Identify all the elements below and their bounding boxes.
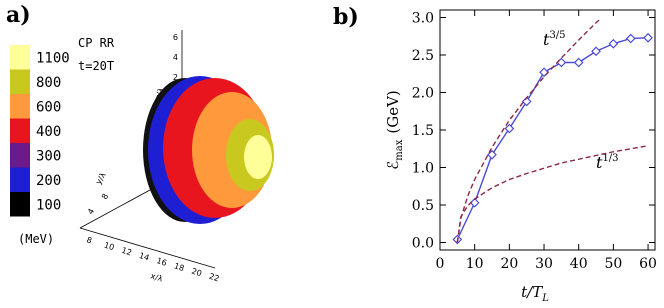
colorbar-label: 400: [36, 124, 61, 140]
x-tick-label: 20: [190, 267, 202, 279]
panel-a: a) CP RR t=20T (MeV) 1100 800 600 400 300 200…: [6, 2, 274, 284]
y-tick-label: 4: [86, 207, 96, 216]
annotation-main: t: [596, 153, 603, 172]
particle-cloud: [143, 76, 274, 224]
x-tick-label: 14: [138, 251, 150, 263]
data-point: [608, 38, 619, 49]
colorbar-swatch: [10, 94, 30, 119]
x-tick-label: 60: [639, 256, 657, 272]
colorbar-label: 300: [36, 148, 61, 164]
colorbar-unit: (MeV): [18, 232, 54, 246]
time-label: t=20T: [78, 59, 114, 73]
colorbar-swatch: [10, 45, 30, 70]
y-label-unit: (GeV): [384, 90, 402, 133]
x-tick-label: 16: [155, 256, 167, 268]
y-tick-label: 2.0: [412, 86, 434, 102]
data-point: [487, 149, 497, 160]
x-tick-label: 40: [570, 256, 588, 272]
y-tick-label: 3.0: [412, 11, 434, 27]
x-tick-label: 10: [466, 256, 484, 272]
annotation: t3/5: [543, 30, 566, 49]
x-tick-label: 22: [208, 272, 220, 284]
y-tick-label: 1.0: [412, 161, 434, 177]
x-axis-label: x/λ: [149, 271, 164, 283]
annotation: t1/3: [596, 153, 619, 172]
data-point: [573, 57, 584, 68]
colorbar-label: 200: [36, 173, 61, 189]
x-axis-3d: 8 10 12 14 16 18 20 22: [85, 235, 220, 283]
x-tick-label: 50: [604, 256, 622, 272]
legend-title: CP RR: [78, 36, 115, 50]
annotation-main: t: [543, 30, 550, 49]
annotation-sup: 3/5: [549, 30, 565, 41]
y-tick-label: 1.5: [412, 123, 434, 139]
y-tick-label: 0.0: [412, 236, 434, 252]
z-tick-label: 6: [173, 33, 178, 42]
colorbar-label: 100: [36, 197, 61, 213]
data-point: [556, 57, 567, 68]
colorbar-label: 1100: [36, 50, 70, 66]
x-tick-label: 10: [103, 241, 115, 253]
data-point: [625, 33, 636, 44]
panel-label: b): [333, 4, 359, 30]
trend-line: [456, 145, 649, 243]
x-label-sub: L: [541, 293, 549, 304]
x-tick-label: 8: [85, 235, 93, 245]
y-tick-label: 8: [100, 192, 110, 201]
annotation-sup: 1/3: [602, 153, 618, 164]
y-tick-label: 0.5: [412, 198, 434, 214]
panel-b: b) t/TL ℰmax(GeV) t3/5 t1/3 0 10 20 30 40 50 6…: [333, 4, 657, 304]
x-axis-label: t/TL: [521, 283, 549, 304]
y-tick-label: 2.5: [412, 48, 434, 64]
colorbar-swatch: [10, 167, 30, 192]
colorbar-label: 800: [36, 75, 61, 91]
data-point: [469, 197, 480, 208]
x-tick-label: 30: [535, 256, 553, 272]
y-label-main: ℰ: [384, 161, 402, 170]
y-axis-label: y/λ: [94, 171, 108, 186]
y-label-sub: max: [394, 139, 405, 160]
colorbar-swatch: [10, 69, 30, 94]
y-axis-label: ℰmax (GeV): [384, 90, 405, 170]
trend-line: [456, 19, 600, 243]
x-label-main: t/T: [521, 283, 543, 301]
colorbar-swatch: [10, 118, 30, 143]
data-point: [504, 123, 515, 134]
x-tick-label: 18: [173, 261, 185, 273]
panel-label: a): [6, 2, 31, 28]
z-tick-label: 4: [173, 53, 178, 62]
colorbar-label: 600: [36, 99, 61, 115]
x-tick-label: 20: [500, 256, 518, 272]
z-tick-label: 2: [173, 73, 178, 82]
data-point: [643, 32, 653, 43]
colorbar-swatch: [10, 192, 30, 217]
colorbar: 1100 800 600 400 300 200 100: [10, 45, 70, 217]
data-point: [539, 67, 549, 78]
colorbar-swatch: [10, 143, 30, 168]
x-tick-label: 12: [120, 246, 132, 258]
data-point: [591, 46, 601, 57]
x-tick-label: 0: [436, 256, 445, 272]
